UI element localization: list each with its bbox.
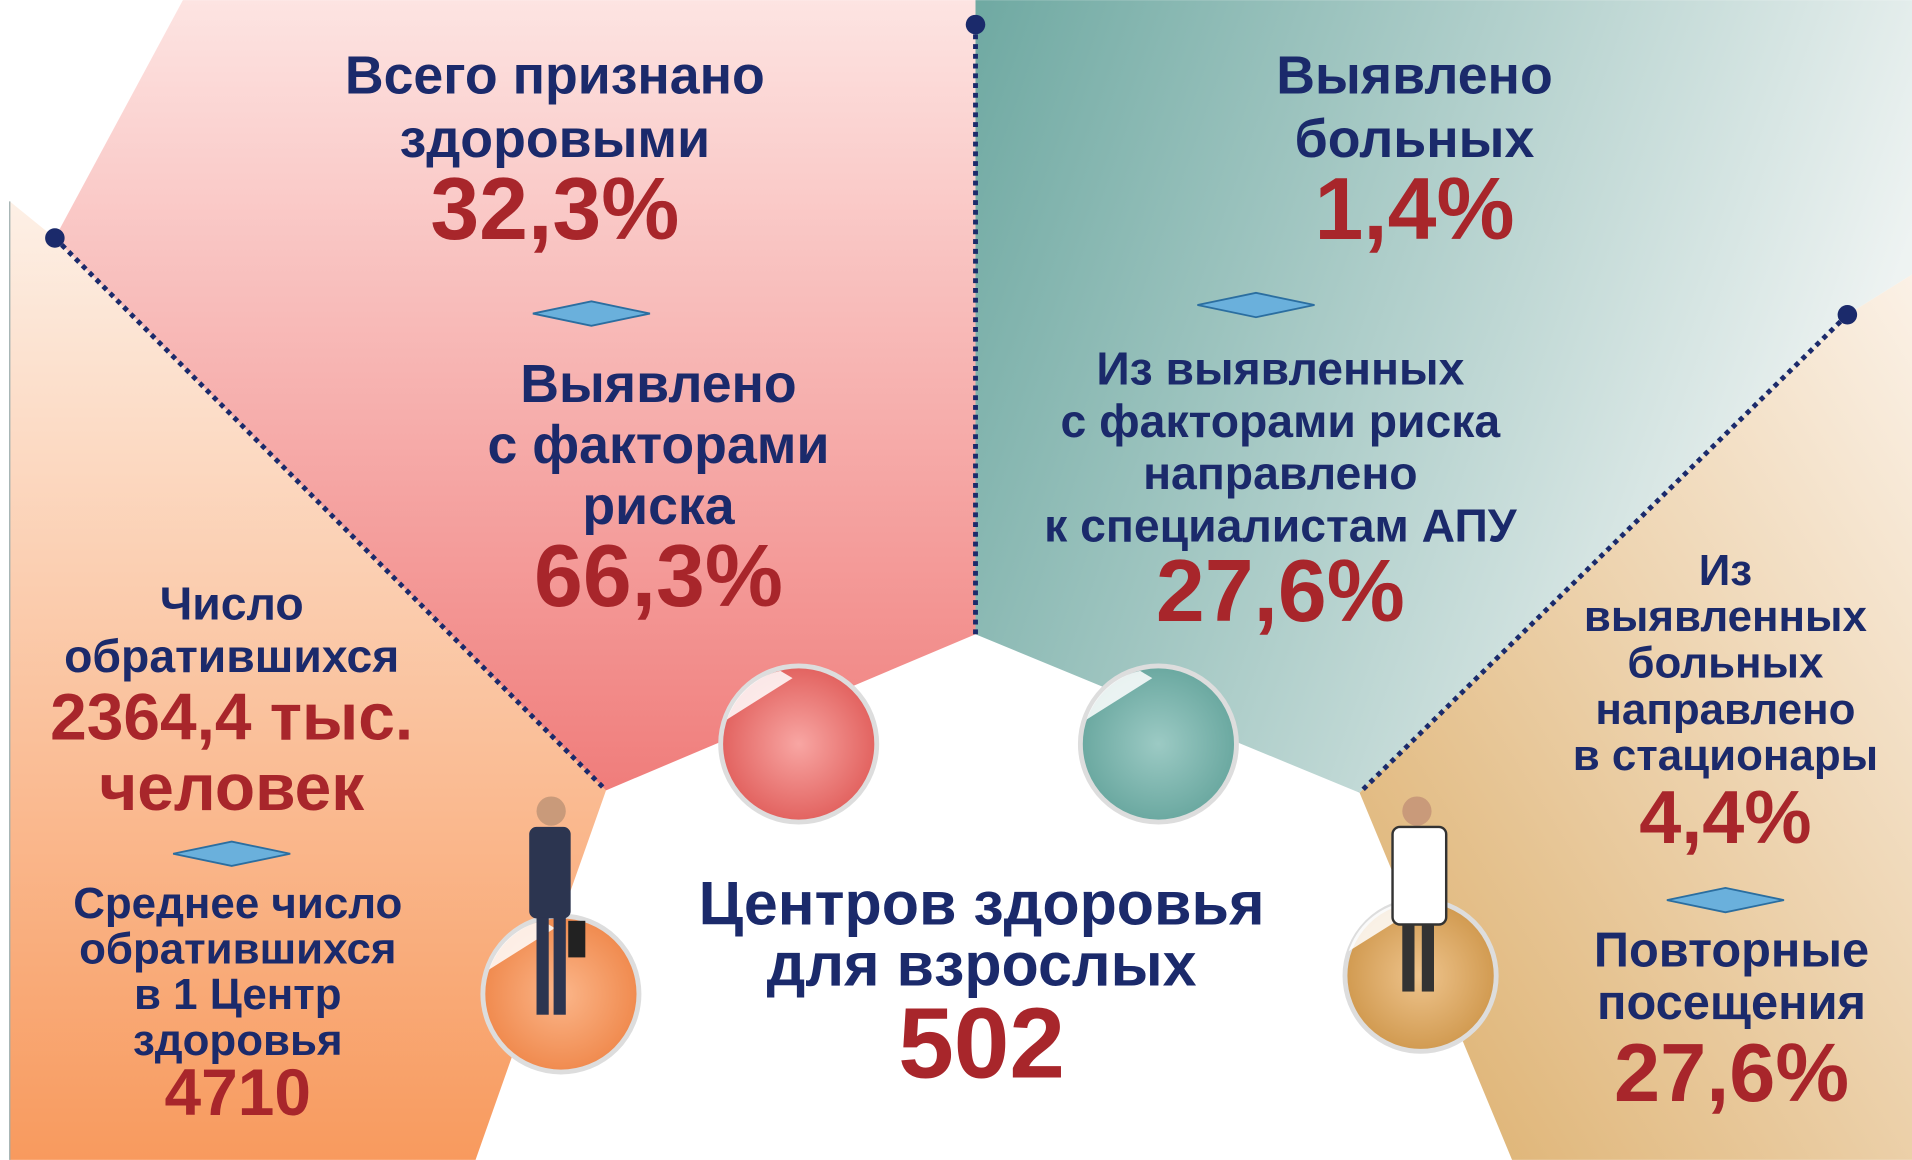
label-line: направлено — [1143, 447, 1418, 499]
label-line: к специалистам АПУ — [1044, 500, 1518, 552]
label-line: с факторами — [488, 415, 830, 475]
label-line: в стационары — [1573, 731, 1878, 780]
label-line: обратившихся — [64, 630, 399, 682]
separator — [532, 300, 651, 327]
ball — [718, 663, 880, 825]
label-line: посещения — [1597, 976, 1866, 1030]
wedge-left — [9, 201, 607, 1160]
label-line: Всего признано — [345, 46, 765, 106]
label-line: Из — [1699, 546, 1752, 595]
value-text: 1,4% — [1314, 160, 1514, 258]
value-text: человек — [99, 750, 364, 824]
label-line: Центров здоровья — [699, 870, 1265, 938]
dotted-line — [1357, 313, 1850, 795]
value-text: 66,3% — [534, 527, 783, 625]
wedge-teal — [975, 0, 1912, 793]
label-line: Выявлено — [1276, 46, 1552, 106]
label-line: Повторные — [1594, 924, 1869, 978]
ball — [1077, 663, 1239, 825]
separator — [1197, 291, 1315, 319]
wedge-tan — [1359, 274, 1912, 1160]
label-line: здоровья — [133, 1016, 343, 1065]
dot — [45, 228, 65, 248]
value-text: 32,3% — [430, 160, 679, 258]
value-text: 4,4% — [1639, 776, 1811, 860]
label-line: выявленных — [1584, 592, 1868, 641]
label-line: Число — [160, 578, 304, 630]
label-line: Среднее число — [73, 879, 402, 928]
label-line: с факторами риска — [1061, 395, 1502, 447]
value-text: 502 — [898, 988, 1065, 1100]
label-line: больных — [1295, 109, 1535, 169]
label-line: направлено — [1595, 685, 1855, 734]
label-line: Выявлено — [520, 354, 796, 414]
ball-shine — [726, 670, 793, 720]
value-text: 2364,4 тыс. — [50, 679, 413, 753]
person-figure — [529, 796, 586, 1015]
wedge-red — [54, 0, 976, 791]
value-text: 27,6% — [1614, 1026, 1849, 1119]
doctor-figure — [1391, 796, 1448, 992]
dotted-line — [53, 236, 608, 793]
label-line: больных — [1627, 639, 1824, 688]
separator — [172, 840, 291, 867]
label-line: обратившихся — [79, 925, 396, 974]
value-text: 27,6% — [1156, 542, 1405, 640]
dot — [1837, 305, 1858, 325]
label-line: для взрослых — [767, 931, 1197, 999]
value-text: 4710 — [165, 1055, 311, 1129]
label-line: риска — [582, 476, 735, 536]
ball-shine — [1086, 670, 1153, 720]
separator — [1666, 886, 1785, 914]
label-line: Из выявленных — [1096, 342, 1464, 394]
label-line: здоровыми — [400, 109, 710, 169]
label-line: в 1 Центр — [134, 970, 342, 1019]
dot — [965, 14, 986, 35]
